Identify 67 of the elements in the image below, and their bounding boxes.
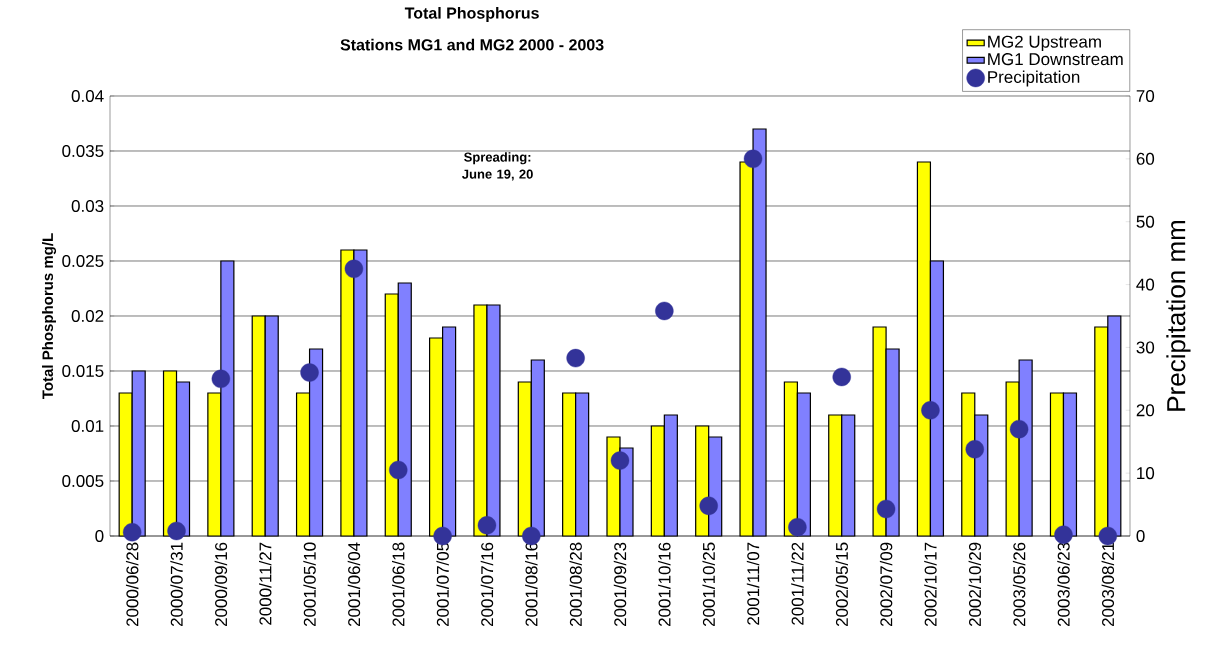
point	[211, 369, 231, 389]
x-tick-label: 2001/07/16	[480, 542, 494, 627]
point	[167, 521, 186, 541]
y-tick-label: 0.025	[62, 254, 104, 268]
point	[788, 518, 807, 537]
x-tick-label: 2002/05/15	[835, 542, 848, 627]
point	[655, 301, 674, 321]
legend-label: MG1 Downstream	[988, 53, 1123, 66]
x-tick-label: 2001/06/04	[347, 542, 361, 627]
x-tick-label: 2001/06/18	[392, 542, 405, 627]
x-tick-label: 2000/07/31	[170, 542, 183, 627]
x-tick-label: 2002/10/17	[924, 542, 937, 627]
x-tick-label: 2001/10/25	[702, 542, 715, 627]
legend-label: MG2 Upstream	[988, 35, 1101, 52]
point	[566, 348, 585, 368]
x-tick-label: 2001/07/05	[436, 542, 449, 627]
x-tick-label: 2000/06/28	[125, 542, 139, 627]
y-tick-label: 0.02	[71, 309, 104, 323]
y2-tick-label: 10	[1137, 467, 1155, 480]
y2-tick-label: 0	[1136, 529, 1145, 543]
x-tick-label: 2000/09/16	[214, 542, 228, 627]
point	[344, 259, 364, 279]
x-tick-label: 2001/10/16	[658, 542, 671, 627]
y2-tick-label: 30	[1136, 341, 1155, 354]
point	[477, 516, 497, 535]
point	[743, 149, 763, 169]
x-tick-label: 2001/08/16	[525, 542, 538, 627]
point	[610, 451, 630, 470]
y2-axis-title: Precipitation mm	[1166, 220, 1191, 411]
point	[921, 401, 940, 420]
legend-label: Precipitation	[988, 70, 1080, 87]
y-axis-title: Total Phosphorus mg/L	[42, 233, 57, 400]
point	[965, 440, 984, 459]
x-tick-label: 2002/07/09	[879, 542, 893, 627]
point	[300, 363, 319, 382]
point	[699, 496, 718, 516]
y2-tick-label: 40	[1136, 278, 1155, 291]
x-tick-label: 2001/08/28	[569, 542, 582, 627]
y2-tick-label: 70	[1136, 89, 1155, 103]
y-tick-label: 0.03	[71, 199, 104, 213]
point	[389, 460, 408, 480]
y-tick-label: 0.035	[62, 144, 104, 158]
y2-tick-label: 20	[1136, 404, 1155, 417]
y2-tick-label: 50	[1136, 215, 1155, 228]
y-tick-label: 0	[95, 529, 104, 543]
chart-title: Total Phosphorus	[404, 7, 539, 22]
x-tick-label: 2001/11/07	[746, 542, 760, 625]
point	[1009, 419, 1029, 439]
x-tick-label: 2001/09/23	[613, 542, 627, 627]
x-tick-label: 2003/05/26	[1012, 542, 1026, 627]
y-tick-label: 0.005	[62, 474, 104, 488]
point	[832, 367, 851, 387]
annotation: Spreading: June 19, 20	[462, 152, 533, 181]
x-tick-label: 2000/11/27	[258, 542, 272, 625]
y-tick-label: 0.01	[71, 419, 104, 433]
x-tick-label: 2003/06/23	[1057, 542, 1070, 627]
x-tick-label: 2002/10/29	[968, 542, 982, 627]
chart-subtitle: Stations MG1 and MG2 2000 - 2003	[340, 38, 604, 51]
y-tick-label: 0.04	[71, 89, 104, 103]
x-tick-label: 2001/05/10	[303, 542, 316, 627]
point	[122, 523, 142, 542]
y-tick-label: 0.015	[62, 364, 104, 378]
x-tick-label: 2001/11/22	[791, 542, 804, 625]
y2-tick-label: 60	[1136, 152, 1155, 165]
x-tick-label: 2003/08/21	[1101, 542, 1115, 627]
point	[1054, 525, 1073, 544]
point	[876, 499, 896, 519]
